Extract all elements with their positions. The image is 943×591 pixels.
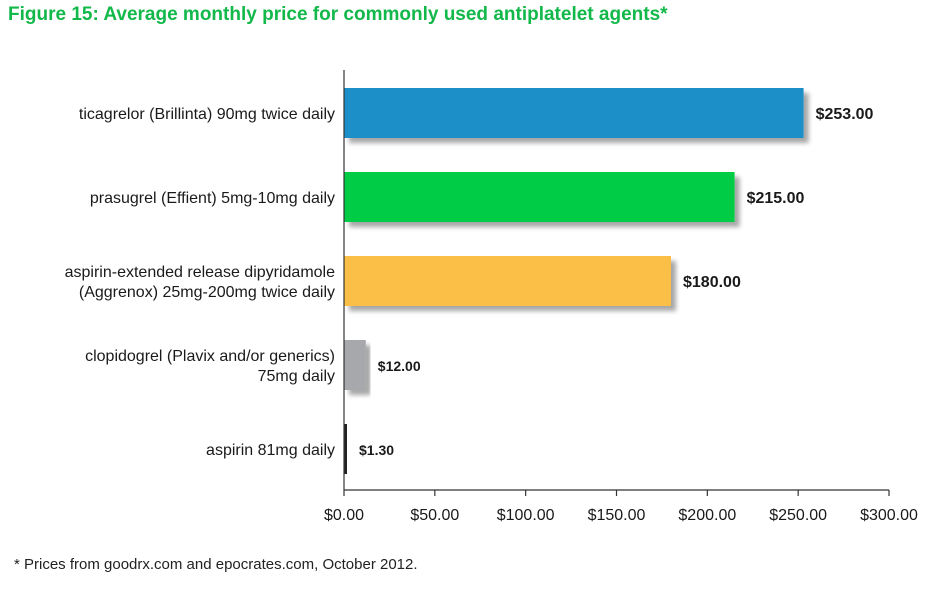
category-label-2-0: aspirin-extended release dipyridamole [65, 264, 335, 281]
category-label-1-0: prasugrel (Effient) 5mg-10mg daily [90, 190, 335, 207]
value-label-2: $180.00 [683, 274, 741, 291]
value-label-1: $215.00 [747, 190, 805, 207]
value-label-3: $12.00 [378, 358, 421, 374]
category-label-4-0: aspirin 81mg daily [206, 442, 335, 459]
category-label-2-1: (Aggrenox) 25mg-200mg twice daily [79, 284, 335, 301]
category-label-3-1: 75mg daily [258, 368, 335, 385]
axes-group [343, 70, 890, 496]
value-label-0: $253.00 [816, 106, 874, 123]
x-tick-label-6: $300.00 [860, 507, 918, 524]
bar-4 [344, 424, 347, 474]
x-tick-label-2: $100.00 [497, 507, 555, 524]
value-label-4: $1.30 [359, 442, 394, 458]
bar-2 [344, 256, 671, 306]
x-tick-label-3: $150.00 [588, 507, 646, 524]
category-label-3-0: clopidogrel (Plavix and/or generics) [85, 348, 335, 365]
x-tick-label-1: $50.00 [410, 507, 459, 524]
footnote: * Prices from goodrx.com and epocrates.c… [14, 556, 418, 573]
bar-3 [344, 340, 366, 390]
bar-1 [344, 172, 735, 222]
labels-group: $253.00 ticagrelor (Brillinta) 90mg twice… [65, 106, 918, 524]
category-label-0-0: ticagrelor (Brillinta) 90mg twice daily [79, 106, 335, 123]
chart-title: Figure 15: Average monthly price for com… [8, 4, 668, 25]
bar-0 [344, 88, 804, 138]
bars-group [344, 88, 804, 474]
x-tick-label-5: $250.00 [769, 507, 827, 524]
x-tick-label-0: $0.00 [324, 507, 364, 524]
x-tick-label-4: $200.00 [678, 507, 736, 524]
